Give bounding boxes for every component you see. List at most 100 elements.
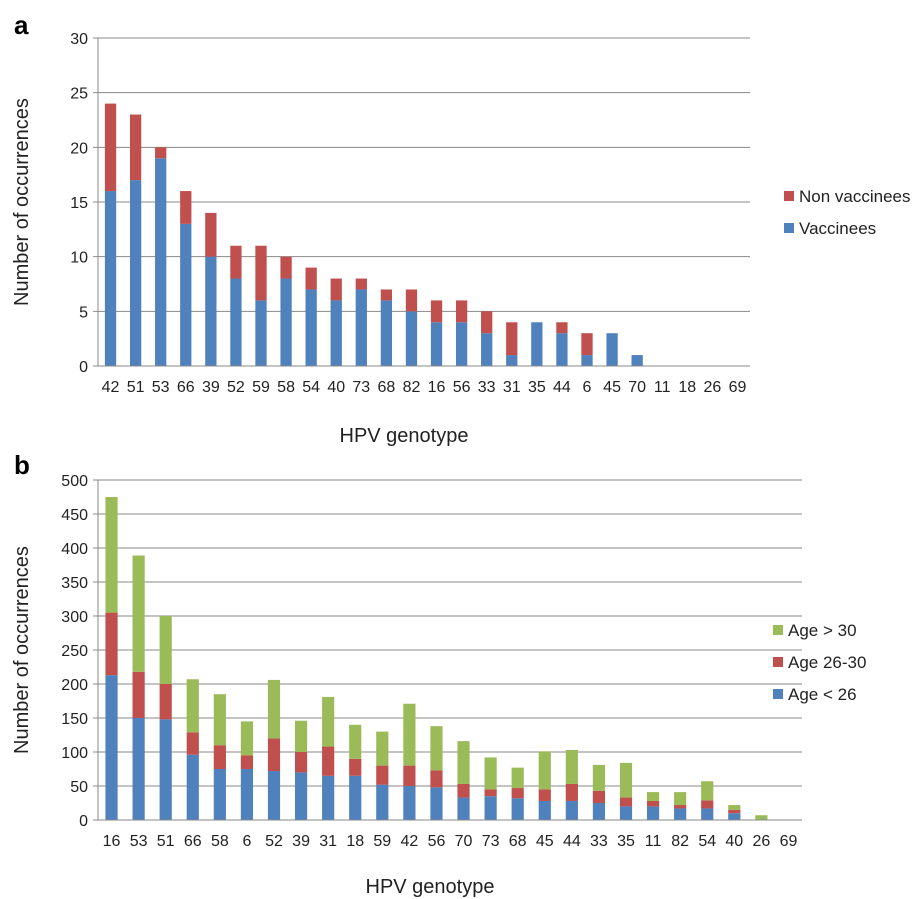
bar-non-vaccinees xyxy=(255,245,267,301)
bar-age-26 xyxy=(484,796,497,820)
bar-age-30 xyxy=(376,731,389,766)
y-tick-label: 350 xyxy=(61,575,88,592)
x-tick-label: 73 xyxy=(352,379,370,396)
bar-age-26 xyxy=(592,803,606,820)
x-tick-label: 11 xyxy=(654,379,671,396)
bar-vaccinees xyxy=(631,355,643,366)
legend-swatch xyxy=(784,223,794,233)
bar-age-30 xyxy=(538,751,551,790)
x-tick-label: 59 xyxy=(373,833,391,850)
bar-age-26 xyxy=(565,800,578,820)
bar-age-26-30 xyxy=(132,671,145,718)
y-tick-label: 30 xyxy=(70,31,88,48)
bar-age-30 xyxy=(186,679,199,733)
y-tick-label: 150 xyxy=(61,711,88,728)
bar-non-vaccinees xyxy=(430,300,443,323)
x-tick-label: 51 xyxy=(157,833,175,850)
x-tick-label: 70 xyxy=(455,833,473,850)
x-tick-label: 66 xyxy=(177,379,195,396)
bar-non-vaccinees xyxy=(506,322,518,356)
x-tick-label: 35 xyxy=(617,833,635,850)
legend-label: Non vaccinees xyxy=(799,187,911,206)
legend-label: Vaccinees xyxy=(799,219,876,238)
bar-age-26-30 xyxy=(322,746,335,776)
x-tick-label: 18 xyxy=(678,379,696,396)
x-tick-label: 69 xyxy=(729,379,747,396)
x-tick-label: 42 xyxy=(102,379,120,396)
bar-age-26 xyxy=(132,718,145,820)
bar-non-vaccinees xyxy=(405,289,418,312)
bar-vaccinees xyxy=(104,191,117,366)
x-tick-label: 58 xyxy=(277,379,295,396)
bar-vaccinees xyxy=(606,333,618,366)
bar-age-26-30 xyxy=(349,758,362,776)
bar-age-26-30 xyxy=(619,797,633,807)
bar-vaccinees xyxy=(481,333,493,366)
bar-age-30 xyxy=(619,762,633,798)
y-tick-label: 20 xyxy=(70,140,88,157)
x-tick-label: 44 xyxy=(553,379,571,396)
x-tick-label: 68 xyxy=(509,833,527,850)
legend: Age > 30 Age 26-30 Age < 26 xyxy=(773,621,866,704)
bar-non-vaccinees xyxy=(180,191,192,224)
bar-age-26-30 xyxy=(376,765,389,785)
bar-age-30 xyxy=(105,497,118,613)
x-tick-label: 54 xyxy=(302,379,320,396)
bar-age-30 xyxy=(349,724,362,759)
bar-age-26-30 xyxy=(240,755,254,769)
bar-non-vaccinees xyxy=(556,322,568,334)
legend-swatch xyxy=(773,689,783,699)
bar-age-26 xyxy=(240,769,254,820)
x-tick-label: 68 xyxy=(377,379,395,396)
x-tick-label: 45 xyxy=(603,379,621,396)
bar-vaccinees xyxy=(280,278,292,366)
bar-age-30 xyxy=(403,703,416,766)
bar-age-26 xyxy=(294,772,308,820)
x-tick-label: 56 xyxy=(428,833,446,850)
bar-age-26-30 xyxy=(267,738,281,772)
legend-label: Age > 30 xyxy=(788,621,857,640)
legend-swatch xyxy=(773,657,783,667)
x-tick-label: 52 xyxy=(265,833,283,850)
bar-age-30 xyxy=(755,815,768,820)
x-tick-label: 44 xyxy=(563,833,581,850)
bar-age-26 xyxy=(701,808,714,820)
bar-vaccinees xyxy=(180,223,192,366)
bar-age-26-30 xyxy=(457,783,470,798)
bar-non-vaccinees xyxy=(230,245,242,279)
bar-age-30 xyxy=(132,555,145,672)
x-axis-label: HPV genotype xyxy=(366,876,495,898)
bar-vaccinees xyxy=(405,311,418,366)
bar-age-26-30 xyxy=(701,800,714,809)
bar-vaccinees xyxy=(230,278,242,366)
bar-age-26-30 xyxy=(403,765,416,786)
bar-age-26-30 xyxy=(213,745,226,769)
y-axis-label: Number of occurrences xyxy=(11,98,33,306)
bar-age-26 xyxy=(267,771,281,820)
x-tick-label: 33 xyxy=(590,833,608,850)
bar-age-26 xyxy=(646,806,660,820)
bar-age-30 xyxy=(267,679,281,739)
bar-age-26-30 xyxy=(159,684,172,720)
y-tick-label: 50 xyxy=(70,779,88,796)
y-tick-label: 100 xyxy=(61,745,88,762)
bar-age-26 xyxy=(105,675,118,820)
bar-age-26-30 xyxy=(186,732,199,755)
bar-age-26-30 xyxy=(105,612,118,676)
x-tick-label: 52 xyxy=(227,379,245,396)
legend-swatch xyxy=(773,625,783,635)
bar-vaccinees xyxy=(556,333,568,366)
y-tick-label: 400 xyxy=(61,541,88,558)
bar-age-30 xyxy=(159,616,172,684)
bar-vaccinees xyxy=(531,322,543,366)
x-tick-label: 66 xyxy=(184,833,202,850)
legend-label: Age 26-30 xyxy=(788,653,866,672)
bar-age-26 xyxy=(457,797,470,820)
bar-vaccinees xyxy=(305,289,317,366)
x-tick-label: 31 xyxy=(319,833,337,850)
x-tick-label: 59 xyxy=(252,379,270,396)
x-tick-label: 18 xyxy=(346,833,364,850)
bar-non-vaccinees xyxy=(455,300,468,323)
x-tick-label: 31 xyxy=(503,379,521,396)
bar-non-vaccinees xyxy=(104,103,117,192)
